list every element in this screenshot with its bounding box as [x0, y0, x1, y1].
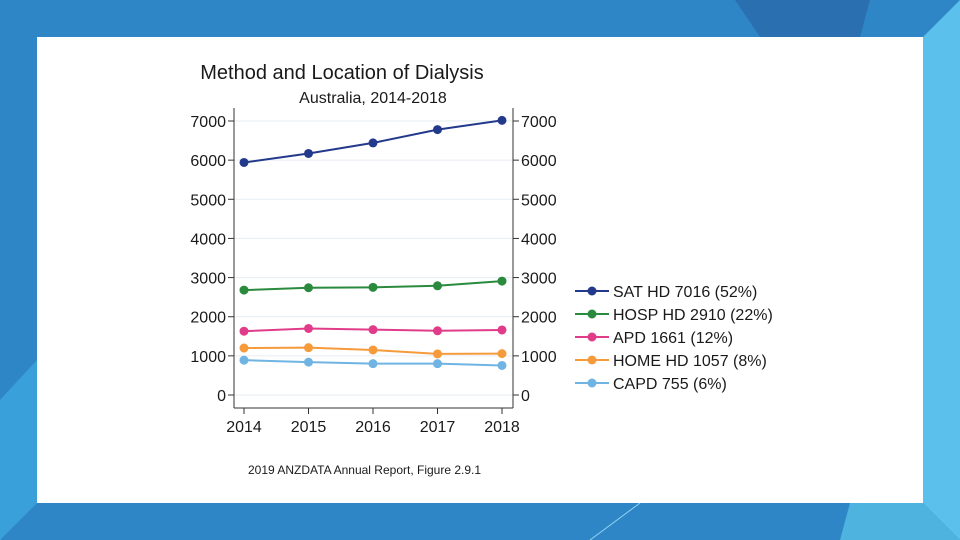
data-point [239, 355, 249, 365]
data-point [368, 359, 378, 369]
data-point [497, 360, 507, 370]
data-point [304, 357, 313, 367]
right-y-tick-label: 2000 [521, 310, 557, 327]
tick-labels: 0 0 1000 1000 2000 2000 3000 3000 4000 4000 5000 50… [190, 114, 556, 436]
data-point [433, 281, 442, 291]
legend-marker [587, 355, 597, 365]
series-2 [239, 323, 507, 336]
source-note: 2019 ANZDATA Annual Report, Figure 2.9.1 [248, 463, 481, 477]
series-1 [239, 276, 507, 295]
data-point [239, 343, 249, 353]
x-tick-label: 2015 [291, 419, 327, 436]
series-3 [239, 343, 507, 359]
chart-title: Method and Location of Dialysis [200, 62, 484, 84]
data-point [239, 285, 249, 295]
data-point [368, 282, 378, 292]
data-point [433, 349, 442, 359]
data-point [433, 359, 442, 369]
legend: SAT HD 7016 (52%) HOSP HD 2910 (22%) APD 1… [575, 284, 773, 393]
right-y-tick-label: 3000 [521, 271, 557, 288]
right-y-tick-label: 5000 [521, 192, 557, 209]
x-tick-label: 2014 [226, 419, 262, 436]
data-point [433, 326, 442, 336]
data-point [497, 115, 507, 125]
right-y-tick-label: 0 [521, 388, 530, 405]
left-y-tick-label: 3000 [190, 271, 226, 288]
data-point [497, 349, 507, 359]
legend-label: APD 1661 (12%) [613, 330, 733, 347]
left-y-tick-label: 5000 [190, 192, 226, 209]
series-4 [239, 355, 507, 370]
data-point [304, 148, 313, 158]
legend-item: SAT HD 7016 (52%) [575, 284, 757, 301]
left-y-tick-label: 4000 [190, 231, 226, 248]
left-y-tick-label: 1000 [190, 349, 226, 366]
right-y-tick-label: 1000 [521, 349, 557, 366]
legend-item: CAPD 755 (6%) [575, 376, 727, 393]
data-point [497, 276, 507, 286]
data-series [239, 115, 507, 370]
data-point [497, 325, 507, 335]
dialysis-line-chart: 0 0 1000 1000 2000 2000 3000 3000 4000 4000 5000 50… [190, 62, 773, 477]
legend-item: APD 1661 (12%) [575, 330, 733, 347]
background-accent-line [589, 502, 641, 540]
x-tick-label: 2017 [420, 419, 456, 436]
legend-marker [587, 332, 597, 342]
left-y-tick-label: 7000 [190, 114, 226, 131]
background-accent-right [923, 0, 960, 540]
legend-marker [587, 286, 597, 296]
legend-marker [587, 378, 597, 388]
slide-card: 0 0 1000 1000 2000 2000 3000 3000 4000 4000 5000 50… [37, 37, 923, 503]
background-accent-left [0, 360, 37, 540]
x-tick-label: 2018 [484, 419, 520, 436]
gridlines [234, 120, 513, 396]
x-tick-label: 2016 [355, 419, 391, 436]
data-point [368, 325, 378, 335]
legend-label: CAPD 755 (6%) [613, 376, 727, 393]
data-point [239, 157, 249, 167]
legend-label: HOSP HD 2910 (22%) [613, 307, 773, 324]
left-y-tick-label: 2000 [190, 310, 226, 327]
series-0 [239, 115, 507, 167]
left-y-tick-label: 0 [217, 388, 226, 405]
legend-label: SAT HD 7016 (52%) [613, 284, 757, 301]
data-point [304, 283, 313, 293]
legend-item: HOSP HD 2910 (22%) [575, 307, 773, 324]
right-y-tick-label: 6000 [521, 153, 557, 170]
background-accent-top-right [735, 0, 870, 37]
right-y-tick-label: 4000 [521, 231, 557, 248]
right-y-tick-label: 7000 [521, 114, 557, 131]
legend-item: HOME HD 1057 (8%) [575, 353, 767, 370]
data-point [368, 138, 378, 148]
left-y-tick-label: 6000 [190, 153, 226, 170]
data-point [239, 326, 249, 336]
data-point [304, 343, 313, 353]
chart-subtitle: Australia, 2014-2018 [299, 90, 447, 107]
data-point [433, 125, 442, 135]
legend-label: HOME HD 1057 (8%) [613, 353, 767, 370]
legend-marker [587, 309, 597, 319]
background-accent-bottom-right [840, 503, 960, 540]
data-point [368, 345, 378, 355]
data-point [304, 323, 313, 333]
